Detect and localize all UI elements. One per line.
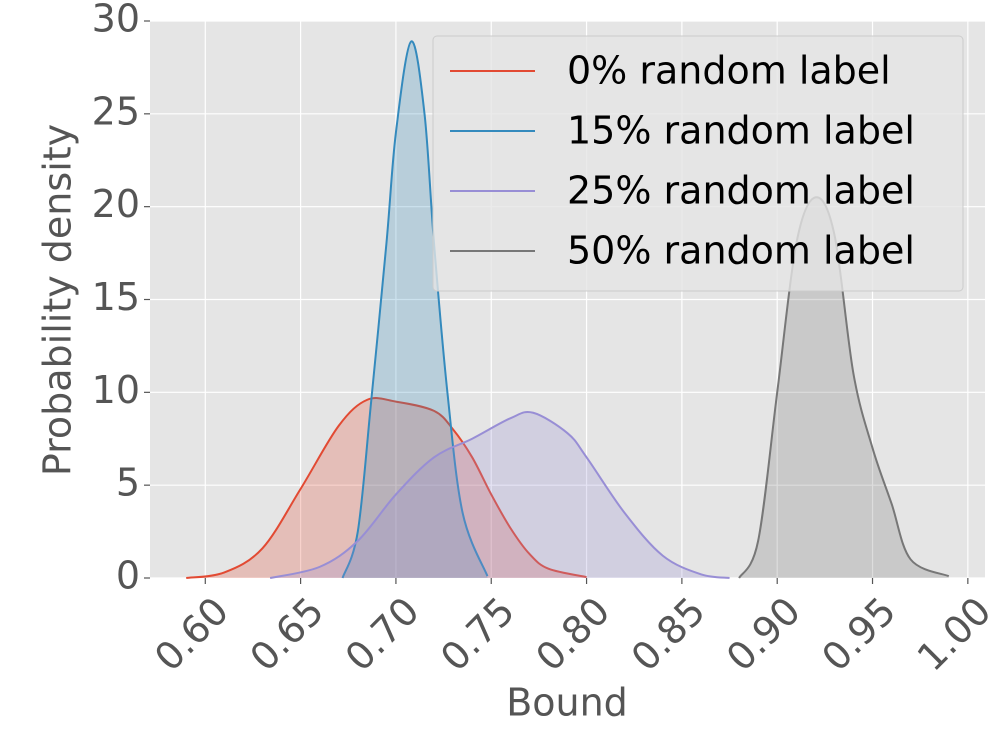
legend-label: 50% random label [567,229,915,273]
line [186,397,587,579]
y-tick-label: 15 [92,275,140,319]
x-tick-label: 0.75 [432,589,523,680]
legend-label: 25% random label [567,169,915,213]
area [270,411,730,578]
x-tick-label: 0.95 [813,589,904,680]
y-axis-label: Probability density [36,124,80,476]
area [342,41,488,578]
y-tick-label: 10 [92,368,140,412]
legend-box [432,35,964,292]
y-tick-label: 0 [116,554,140,598]
y-tick-label: 20 [92,182,140,226]
legend-label: 15% random label [567,109,915,153]
line [269,410,730,579]
area [186,398,587,578]
x-tick-label: 0.70 [337,589,428,680]
line [341,40,489,579]
x-tick-label: 0.85 [623,589,714,680]
x-tick-label: 1.00 [909,589,1000,680]
area [739,197,949,578]
legend-label: 0% random label [567,49,891,93]
x-tick-label: 0.65 [241,589,332,680]
y-tick-label: 5 [116,461,140,505]
y-tick-label: 30 [92,0,140,41]
x-tick-label: 0.90 [718,589,809,680]
x-tick-label: 0.80 [527,589,618,680]
y-tick-label: 25 [92,89,140,133]
x-tick-label: 0.60 [146,589,237,680]
x-axis-label: Bound [506,681,628,725]
